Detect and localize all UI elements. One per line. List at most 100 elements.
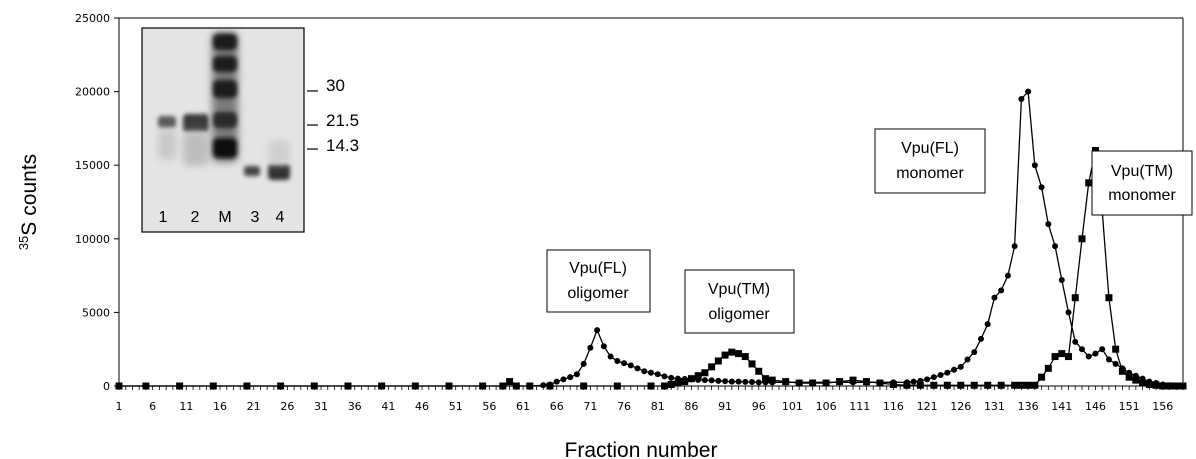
data-point [782,378,790,386]
data-point [1038,373,1046,381]
data-point [1031,162,1038,169]
svg-text:3: 3 [251,209,260,226]
data-point [573,371,580,378]
data-point [728,348,736,356]
x-tick-label: 131 [984,400,1005,413]
x-tick-label: 41 [381,400,395,413]
y-tick-label: 0 [103,380,110,393]
data-point [903,381,911,389]
data-point [499,382,507,390]
x-tick-label: 141 [1051,400,1072,413]
data-point [964,356,971,363]
data-point [1058,350,1066,358]
data-point [849,376,857,384]
data-point [735,350,743,358]
x-tick-label: 61 [516,400,530,413]
y-axis-ticks: 0 5000 10000 15000 20000 25000 [75,12,119,393]
data-point [916,381,924,389]
data-point [755,367,763,375]
data-point [540,382,547,389]
svg-text:M: M [218,209,231,226]
data-point [1179,382,1187,390]
data-point [728,378,735,385]
data-point [115,382,123,390]
data-point [209,382,217,390]
data-point [1118,367,1126,375]
data-point [526,382,534,390]
x-tick-label: 31 [314,400,328,413]
data-point [654,371,661,378]
x-tick-label: 6 [149,400,156,413]
data-point [930,381,938,389]
data-point [344,382,352,390]
data-point [674,379,682,387]
x-tick-label: 26 [280,400,294,413]
data-point [1112,360,1119,367]
annotation-fl-oligomer: Vpu(FL) oligomer [546,249,651,313]
data-point [708,363,716,371]
data-point [862,378,870,386]
y-tick-label: 5000 [82,306,110,319]
data-point [943,381,951,389]
x-tick-label: 146 [1085,400,1106,413]
data-point [661,373,668,380]
data-point [641,368,648,375]
data-point [984,381,992,389]
data-point [1159,382,1167,390]
x-tick-label: 111 [849,400,870,413]
svg-text:oligomer: oligomer [567,285,629,302]
data-point [768,376,776,384]
data-point [1018,95,1025,102]
x-tick-label: 96 [752,400,766,413]
x-tick-label: 66 [550,400,564,413]
data-point [560,376,567,383]
x-tick-label: 76 [617,400,631,413]
data-point [1112,345,1120,353]
data-point [1085,353,1092,360]
x-tick-label: 116 [883,400,904,413]
data-point [735,378,742,385]
gel-marker-30: 30 [326,76,345,95]
x-tick-label: 121 [917,400,938,413]
data-point [567,374,574,381]
x-tick-label: 156 [1152,400,1173,413]
data-point [951,366,958,373]
data-point [944,369,951,376]
annotation-tm-monomer: Vpu(TM) monomer [1091,150,1193,216]
data-point [809,379,817,387]
data-point [1017,381,1025,389]
data-point [1152,381,1160,389]
data-point [721,351,729,359]
gel-bands [158,32,290,180]
y-axis-title: 35Scounts [16,154,41,250]
data-point [984,321,991,328]
y-tick-label: 10000 [75,233,110,246]
data-point [997,381,1005,389]
data-point [742,378,749,385]
data-point [1078,235,1086,243]
data-point [876,379,884,387]
x-axis-title: Fraction number [565,439,718,459]
data-point [1065,309,1072,316]
svg-text:Vpu(FL): Vpu(FL) [569,260,627,277]
data-point [701,377,708,384]
gel-marker-21-5: 21.5 [326,111,359,130]
series-vpu-tm [115,146,1187,390]
data-point [580,360,587,367]
data-point [1031,381,1039,389]
data-point [701,369,709,377]
data-point [587,344,594,351]
data-point [694,372,702,380]
x-tick-label: 71 [583,400,597,413]
data-point [310,382,318,390]
data-point [957,363,964,370]
svg-text:35Scounts: 35Scounts [16,154,41,250]
data-point [594,327,601,334]
data-point [977,335,984,342]
annotation-fl-monomer: Vpu(FL) monomer [874,128,986,194]
svg-text:1: 1 [159,209,168,226]
data-point [667,381,675,389]
data-point [411,382,419,390]
data-point [1085,179,1093,187]
data-point [1052,243,1059,250]
